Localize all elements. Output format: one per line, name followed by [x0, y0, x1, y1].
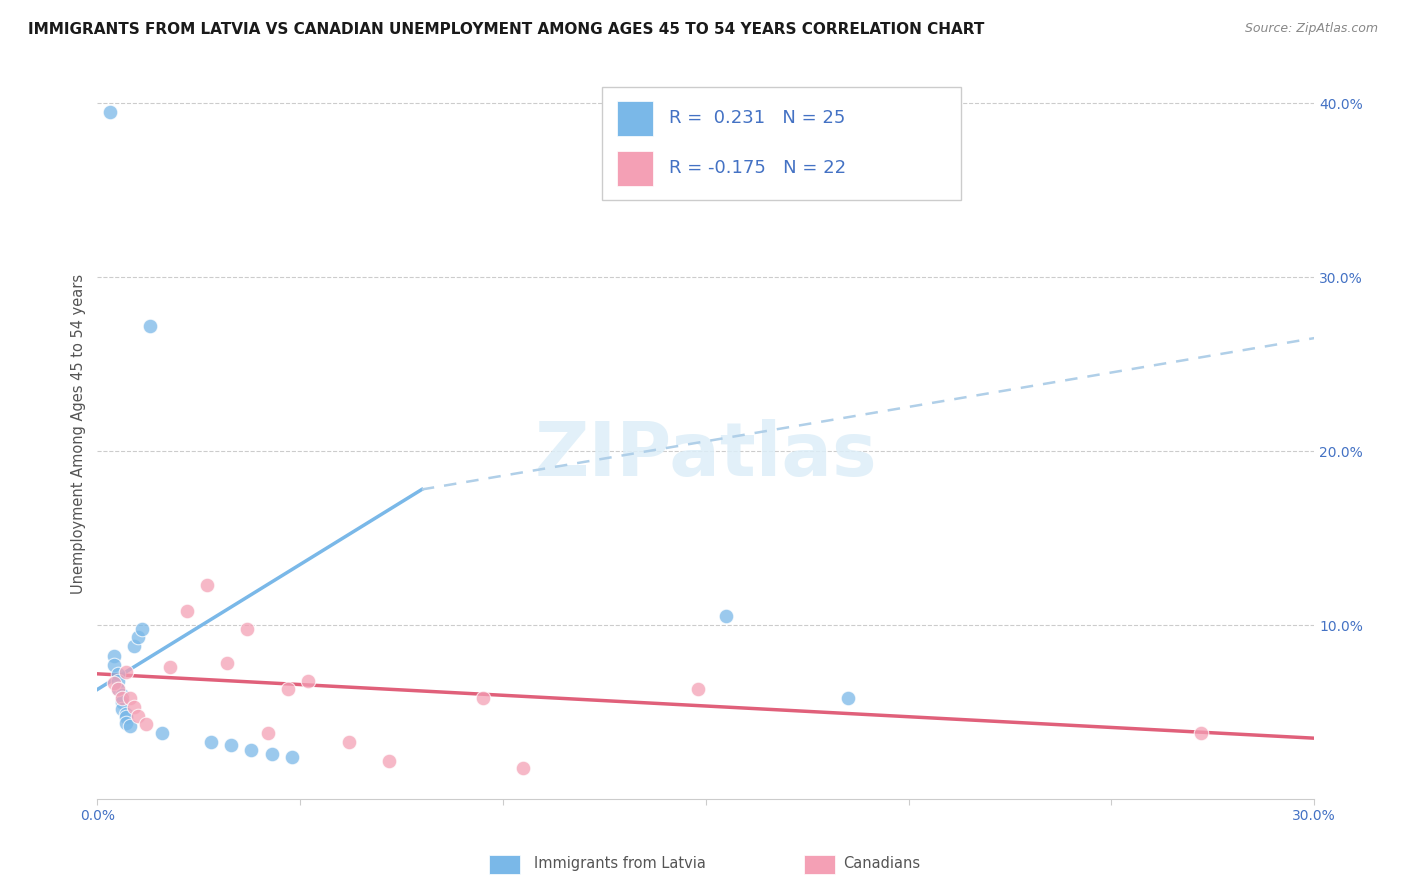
- Point: [107, 666, 129, 681]
- Point: [122, 639, 145, 653]
- Point: [114, 665, 136, 679]
- Point: [1189, 726, 1212, 740]
- Point: [256, 726, 278, 740]
- Point: [98, 105, 121, 120]
- Point: [114, 710, 136, 724]
- Point: [103, 649, 125, 664]
- Point: [236, 622, 259, 636]
- Text: ZIPatlas: ZIPatlas: [534, 419, 877, 492]
- Point: [127, 708, 149, 723]
- Bar: [804, 855, 835, 874]
- Point: [103, 658, 125, 673]
- Point: [114, 706, 136, 721]
- Point: [122, 699, 145, 714]
- Text: R =  0.231   N = 25: R = 0.231 N = 25: [669, 110, 845, 128]
- Point: [107, 682, 129, 697]
- Point: [200, 734, 222, 748]
- Point: [103, 675, 125, 690]
- Point: [217, 657, 239, 671]
- Bar: [617, 151, 654, 186]
- Point: [281, 750, 304, 764]
- Point: [111, 695, 134, 709]
- Point: [118, 691, 141, 706]
- Point: [111, 691, 134, 706]
- Point: [150, 726, 173, 740]
- Point: [512, 761, 534, 775]
- Point: [176, 604, 198, 618]
- Point: [219, 738, 242, 752]
- Point: [135, 717, 157, 731]
- Point: [297, 673, 319, 688]
- Point: [131, 622, 153, 636]
- Text: Canadians: Canadians: [844, 856, 921, 871]
- Text: IMMIGRANTS FROM LATVIA VS CANADIAN UNEMPLOYMENT AMONG AGES 45 TO 54 YEARS CORREL: IMMIGRANTS FROM LATVIA VS CANADIAN UNEMP…: [28, 22, 984, 37]
- Point: [111, 688, 134, 702]
- Point: [837, 691, 859, 706]
- Point: [337, 734, 360, 748]
- Text: Immigrants from Latvia: Immigrants from Latvia: [534, 856, 706, 871]
- Point: [159, 660, 181, 674]
- Point: [471, 691, 494, 706]
- Bar: [489, 855, 520, 874]
- Point: [686, 682, 709, 697]
- Point: [714, 609, 737, 624]
- Point: [195, 578, 218, 592]
- Point: [378, 754, 401, 768]
- Y-axis label: Unemployment Among Ages 45 to 54 years: Unemployment Among Ages 45 to 54 years: [72, 274, 86, 594]
- Point: [114, 715, 136, 730]
- Point: [127, 630, 149, 644]
- Point: [240, 743, 263, 757]
- Point: [111, 701, 134, 715]
- Bar: [617, 101, 654, 136]
- Point: [118, 719, 141, 733]
- Point: [260, 747, 283, 761]
- Point: [139, 318, 162, 333]
- Text: R = -0.175   N = 22: R = -0.175 N = 22: [669, 160, 846, 178]
- Text: Source: ZipAtlas.com: Source: ZipAtlas.com: [1244, 22, 1378, 36]
- FancyBboxPatch shape: [602, 87, 962, 200]
- Point: [277, 682, 299, 697]
- Point: [107, 682, 129, 697]
- Point: [107, 673, 129, 688]
